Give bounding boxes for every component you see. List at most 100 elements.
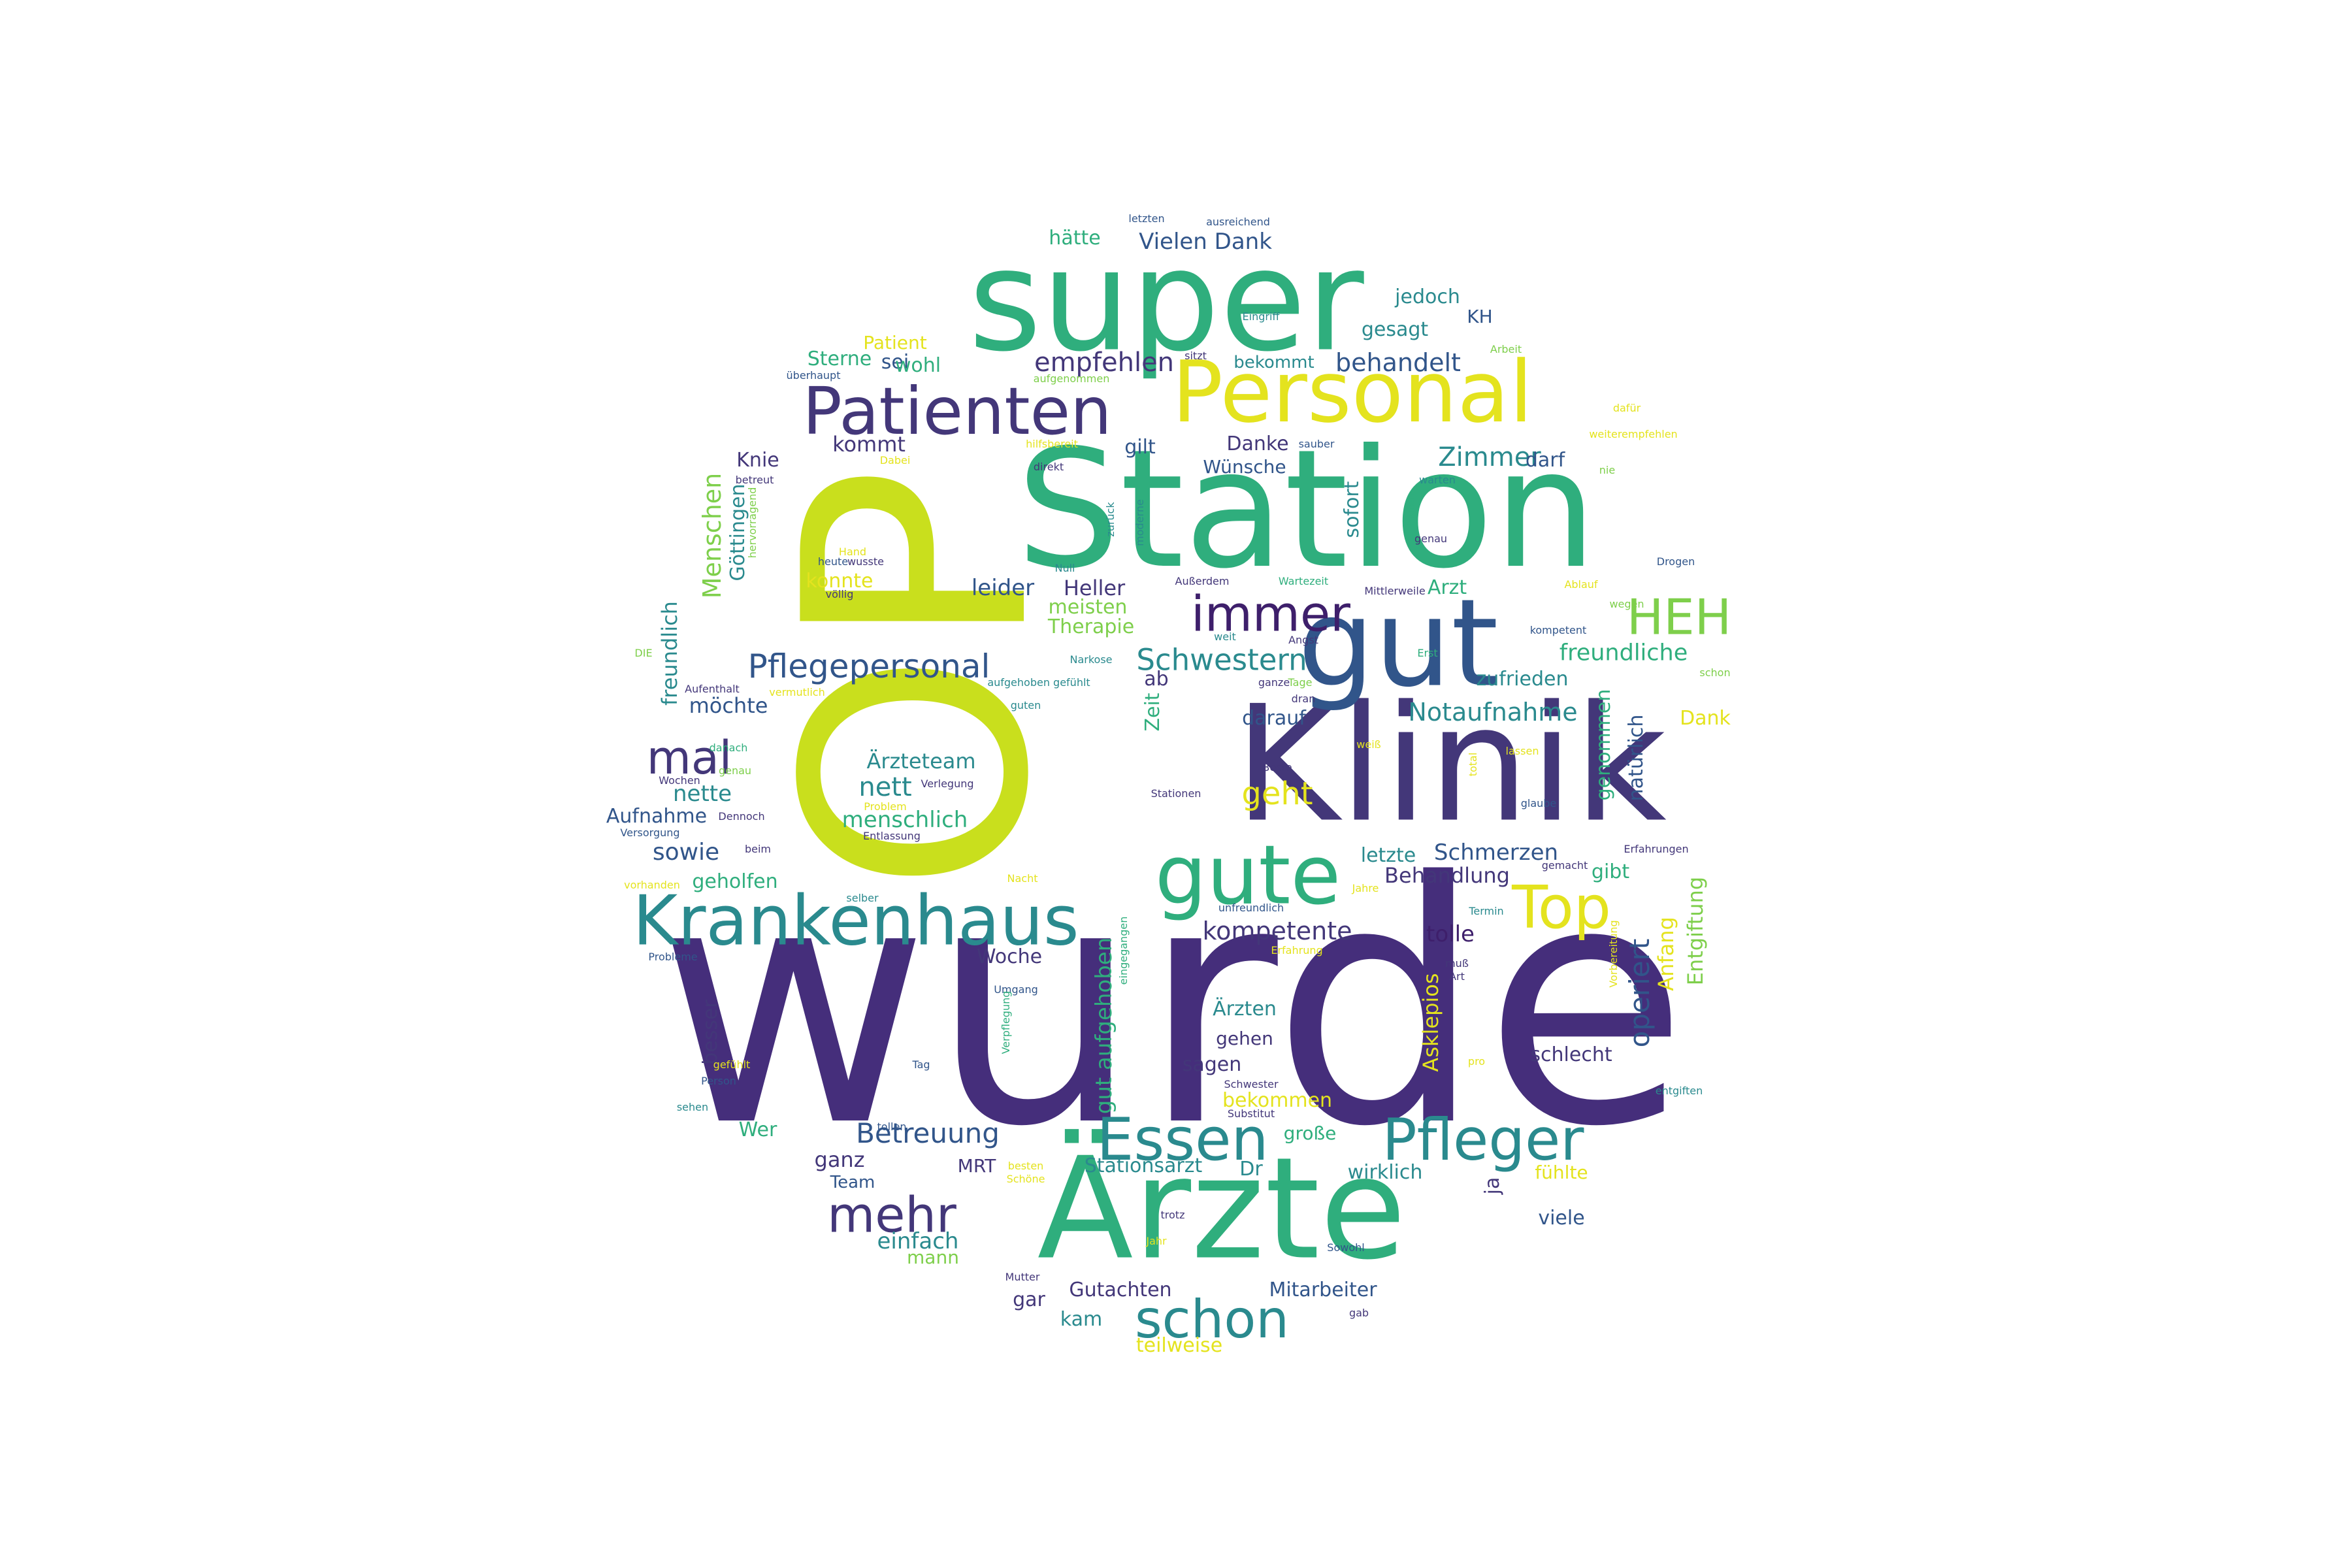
- word-149: Tage: [1288, 676, 1313, 689]
- word-135: Drogen: [1656, 555, 1695, 568]
- word-83: letzte: [1360, 844, 1416, 867]
- word-89: sagen: [1182, 1053, 1242, 1076]
- word-143: Erst: [1417, 647, 1438, 659]
- word-107: ausreichend: [1206, 216, 1270, 228]
- word-5: super: [968, 218, 1364, 383]
- word-37: Ärzteteam: [866, 749, 976, 774]
- word-140: kompetent: [1529, 624, 1587, 636]
- word-120: nie: [1599, 464, 1616, 476]
- word-184: Tag: [912, 1058, 930, 1071]
- word-104: gar: [1013, 1288, 1045, 1311]
- word-144: DIE: [634, 647, 653, 659]
- word-45: Gutachten: [1069, 1279, 1172, 1301]
- word-190: sehen: [676, 1101, 709, 1113]
- word-151: guten: [1010, 699, 1041, 711]
- word-195: Jahr: [1146, 1235, 1167, 1247]
- word-3: Klinik: [1233, 671, 1667, 858]
- word-67: sofort: [1341, 481, 1364, 538]
- word-171: selber: [846, 892, 879, 904]
- word-129: wusste: [847, 555, 885, 568]
- word-99: Team: [830, 1173, 875, 1192]
- word-179: muß: [1445, 957, 1469, 970]
- word-19: mehr: [827, 1186, 956, 1244]
- word-154: Beste: [1262, 761, 1292, 774]
- word-23: behandelt: [1335, 348, 1461, 377]
- word-133: Wartezeit: [1278, 575, 1329, 587]
- word-18: schon: [1134, 1289, 1290, 1350]
- word-180: Art: [1449, 970, 1465, 983]
- word-167: gemacht: [1541, 859, 1588, 872]
- word-13: Pfleger: [1382, 1106, 1584, 1173]
- word-54: sowie: [652, 839, 720, 866]
- word-53: geholfen: [692, 870, 778, 893]
- word-125: laufen: [1405, 493, 1417, 527]
- word-189: Substitut: [1227, 1107, 1275, 1120]
- word-56: möchte: [689, 693, 768, 718]
- word-38: gut aufgehoben: [1091, 937, 1117, 1115]
- word-26: Zimmer: [1438, 442, 1541, 472]
- word-22: empfehlen: [1034, 348, 1175, 378]
- word-119: warten: [1419, 474, 1456, 486]
- word-155: lassen: [1505, 745, 1539, 757]
- word-96: besser: [699, 1000, 722, 1065]
- word-78: bekommt: [1233, 353, 1315, 372]
- word-35: Schmerzen: [1433, 840, 1559, 866]
- word-146: vermutlich: [769, 686, 825, 698]
- word-185: pro: [1467, 1055, 1486, 1068]
- word-94: ja: [1481, 1177, 1504, 1195]
- word-34: menschlich: [841, 807, 968, 833]
- word-42: genommen: [1592, 689, 1615, 801]
- word-114: weiterempfehlen: [1589, 428, 1678, 440]
- word-109: Arbeit: [1490, 343, 1522, 355]
- word-20: Pflegepersonal: [747, 647, 990, 685]
- word-66: Wünsche: [1203, 456, 1286, 478]
- word-126: genau: [1414, 532, 1448, 545]
- word-118: direkt: [1033, 461, 1064, 473]
- word-24: Betreuung: [856, 1117, 1000, 1149]
- word-97: Wer: [738, 1119, 777, 1141]
- word-198: gab: [1348, 1307, 1369, 1319]
- word-124: moderne: [1134, 499, 1146, 546]
- word-39: freundlich: [657, 601, 682, 706]
- word-62: Knie: [736, 449, 779, 472]
- word-90: bekommen: [1222, 1089, 1333, 1112]
- word-57: leider: [971, 575, 1035, 601]
- word-102: einfach: [877, 1228, 959, 1254]
- word-17: Top: [1512, 874, 1611, 942]
- word-100: MRT: [957, 1155, 996, 1177]
- word-170: Nacht: [1007, 872, 1038, 885]
- word-36: Behandlung: [1384, 863, 1510, 888]
- word-136: Ablauf: [1564, 578, 1598, 591]
- word-27: geht: [1241, 776, 1313, 812]
- word-192: besten: [1007, 1160, 1044, 1172]
- word-196: Sowohl: [1327, 1241, 1365, 1254]
- word-156: total: [1467, 752, 1479, 777]
- word-128: heute: [817, 555, 849, 568]
- word-181: Umgang: [994, 983, 1038, 996]
- word-75: wohl: [894, 354, 941, 377]
- word-105: kam: [1060, 1308, 1103, 1331]
- word-4: Station: [1016, 414, 1597, 604]
- word-71: KH: [1467, 306, 1493, 327]
- word-163: Dennoch: [718, 810, 765, 823]
- word-175: Vorbereitung: [1607, 920, 1620, 988]
- word-68: darf: [1525, 449, 1565, 472]
- word-194: trotz: [1160, 1209, 1185, 1221]
- word-11: Krankenhaus: [632, 881, 1079, 961]
- word-28: nett: [858, 772, 912, 802]
- word-116: sauber: [1298, 438, 1335, 450]
- word-127: Hand: [838, 546, 867, 558]
- word-142: Narkose: [1070, 653, 1113, 666]
- word-150: dran: [1291, 693, 1316, 705]
- word-112: aufgenommen: [1033, 372, 1110, 385]
- word-161: glaube: [1520, 797, 1557, 809]
- word-82: Zeit: [1141, 693, 1164, 732]
- word-158: genau: [718, 764, 752, 777]
- word-33: freundliche: [1559, 640, 1688, 666]
- word-137: wegen: [1609, 598, 1644, 610]
- word-176: Erfahrung: [1271, 944, 1323, 956]
- word-80: darauf: [1242, 707, 1306, 730]
- word-70: jedoch: [1395, 286, 1460, 308]
- word-7: gut: [1298, 572, 1499, 714]
